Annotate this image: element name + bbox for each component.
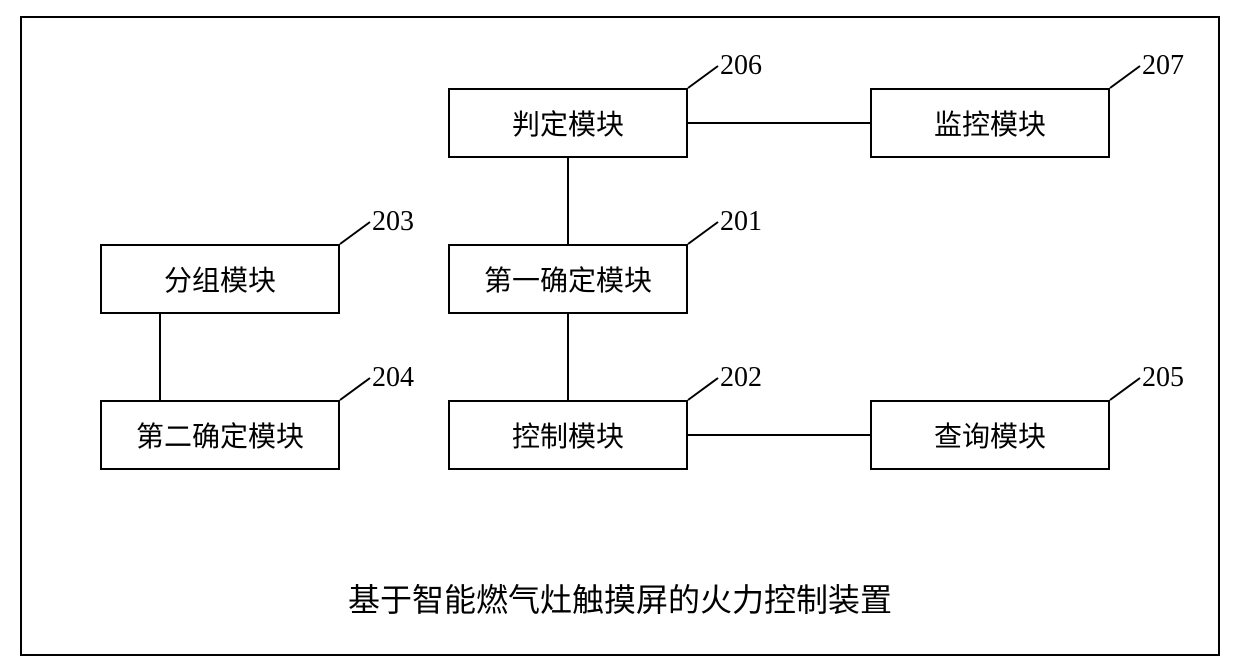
label-num-202: 202 [720, 362, 762, 394]
box-label: 第二确定模块 [136, 415, 304, 455]
box-label: 第一确定模块 [484, 259, 652, 299]
box-control-module: 控制模块 [448, 400, 688, 470]
box-label: 分组模块 [164, 259, 276, 299]
connector-206-201 [567, 158, 569, 244]
label-num-207: 207 [1142, 50, 1184, 82]
box-query-module: 查询模块 [870, 400, 1110, 470]
connector-201-202 [567, 314, 569, 400]
label-num-205: 205 [1142, 362, 1184, 394]
box-first-determine-module: 第一确定模块 [448, 244, 688, 314]
box-monitor-module: 监控模块 [870, 88, 1110, 158]
box-label: 监控模块 [934, 103, 1046, 143]
connector-203-204 [159, 314, 161, 400]
label-num-206: 206 [720, 50, 762, 82]
box-label: 查询模块 [934, 415, 1046, 455]
connector-202-205 [688, 434, 870, 436]
box-group-module: 分组模块 [100, 244, 340, 314]
connector-206-207 [688, 122, 870, 124]
box-second-determine-module: 第二确定模块 [100, 400, 340, 470]
label-num-203: 203 [372, 206, 414, 238]
label-num-201: 201 [720, 206, 762, 238]
label-num-204: 204 [372, 362, 414, 394]
box-label: 控制模块 [512, 415, 624, 455]
box-label: 判定模块 [512, 103, 624, 143]
diagram-caption: 基于智能燃气灶触摸屏的火力控制装置 [330, 575, 910, 621]
box-judge-module: 判定模块 [448, 88, 688, 158]
